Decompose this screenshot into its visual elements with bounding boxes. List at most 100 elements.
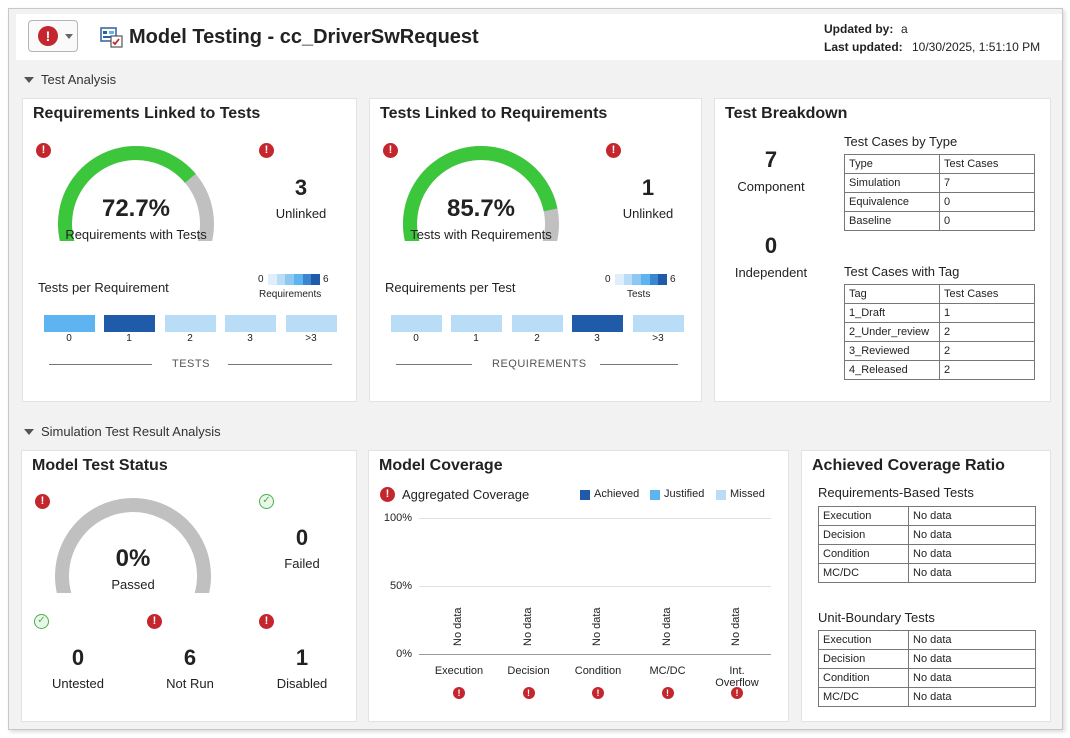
unlinked-count[interactable]: 3 — [294, 175, 308, 200]
table-row[interactable]: 1_Draft 1 — [844, 303, 1035, 323]
gauge-percent: 72.7% — [101, 195, 171, 222]
last-updated-label: Last updated: — [824, 40, 903, 54]
achieved-coverage-ratio-card: Achieved Coverage Ratio Requirements-Bas… — [801, 450, 1051, 722]
table-row[interactable]: 4_Released 2 — [844, 360, 1035, 380]
table-row[interactable]: 2_Under_review 2 — [844, 322, 1035, 342]
legend-swatch-justified — [650, 490, 660, 500]
table-row[interactable]: Equivalence 0 — [844, 192, 1035, 212]
error-icon[interactable]: ! — [259, 614, 274, 629]
table-cell: No data — [908, 649, 1036, 669]
card-title: Test Breakdown — [725, 105, 848, 122]
distribution-bar[interactable] — [225, 315, 276, 332]
x-category-label: Int. Overflow — [715, 665, 759, 689]
failed-label: Failed — [284, 556, 320, 571]
no-data-label: No data — [660, 607, 673, 646]
error-icon[interactable]: ! — [147, 614, 162, 629]
check-icon: ✓ — [259, 494, 274, 509]
bin-tick: 1 — [473, 333, 479, 344]
distribution-bar[interactable] — [451, 315, 502, 332]
table-row[interactable]: Condition No data — [818, 668, 1036, 688]
bin-tick: 3 — [594, 333, 600, 344]
distribution-bar[interactable] — [572, 315, 623, 332]
alerts-dropdown-button[interactable]: ! — [28, 20, 78, 52]
distribution-bar[interactable] — [391, 315, 442, 332]
tests-linked-card: Tests Linked to Requirements ! 85.7% Tes… — [369, 98, 702, 402]
section-title: Test Analysis — [41, 72, 117, 87]
gauge-track — [55, 498, 211, 593]
gauge-label: Passed — [111, 577, 155, 592]
collapse-triangle-icon — [24, 428, 34, 435]
distribution-bar[interactable] — [286, 315, 337, 332]
unlinked-label: Unlinked — [275, 206, 327, 221]
table-cell: MC/DC — [818, 563, 909, 583]
unit-boundary-title: Unit-Boundary Tests — [818, 610, 935, 625]
table-cell: Baseline — [844, 211, 940, 231]
table-row[interactable]: MC/DC No data — [818, 687, 1036, 707]
table-cell: Decision — [818, 649, 909, 669]
table-row[interactable]: Decision No data — [818, 525, 1036, 545]
section-toggle-test-analysis[interactable]: Test Analysis — [24, 72, 116, 87]
table-row[interactable]: Execution No data — [818, 630, 1036, 650]
error-icon[interactable]: ! — [731, 687, 743, 699]
component-label: Component — [737, 179, 805, 194]
error-icon[interactable]: ! — [383, 143, 398, 158]
gauge-fill — [58, 146, 196, 241]
table-row[interactable]: Condition No data — [818, 544, 1036, 564]
component-count[interactable]: 7 — [764, 147, 778, 172]
table-row[interactable]: MC/DC No data — [818, 563, 1036, 583]
no-data-label: No data — [730, 607, 742, 646]
error-icon[interactable]: ! — [380, 487, 395, 502]
requirements-gauge — [58, 146, 214, 241]
error-icon[interactable]: ! — [592, 687, 604, 699]
table-header-cell: Type — [844, 154, 940, 174]
table-row[interactable]: Decision No data — [818, 649, 1036, 669]
error-icon[interactable]: ! — [453, 687, 465, 699]
distribution-bar[interactable] — [633, 315, 684, 332]
error-icon[interactable]: ! — [661, 687, 674, 699]
table-row[interactable]: Execution No data — [818, 506, 1036, 526]
distribution-bar[interactable] — [44, 315, 95, 332]
chevron-down-icon — [65, 34, 73, 39]
failed-count[interactable]: 0 — [295, 525, 309, 550]
error-icon[interactable]: ! — [36, 143, 51, 158]
table-cell: 4_Released — [844, 360, 940, 380]
requirements-based-table: Execution No data Decision No data Conditi… — [818, 506, 1036, 583]
error-icon[interactable]: ! — [35, 494, 50, 509]
legend-swatch-achieved — [580, 490, 590, 500]
y-tick-label: 0% — [396, 648, 412, 660]
no-data-label: No data — [591, 607, 603, 646]
table-header-cell: Test Cases — [939, 284, 1035, 304]
table-cell: 2_Under_review — [844, 322, 940, 342]
requirements-based-title: Requirements-Based Tests — [818, 485, 974, 500]
error-icon[interactable]: ! — [522, 687, 535, 699]
table-row[interactable]: 3_Reviewed 2 — [844, 341, 1035, 361]
status-gauge — [55, 498, 211, 593]
requirements-linked-card: Requirements Linked to Tests ! 72.7% Req… — [22, 98, 357, 402]
table-row[interactable]: Baseline 0 — [844, 211, 1035, 231]
disabled-count[interactable]: 1 — [295, 645, 309, 670]
table-row[interactable]: Simulation 7 — [844, 173, 1035, 193]
unlinked-count[interactable]: 1 — [641, 175, 655, 200]
notrun-count[interactable]: 6 — [183, 645, 197, 670]
gauge-percent: 85.7% — [446, 195, 516, 222]
error-icon[interactable]: ! — [606, 143, 621, 158]
table-cell: 2 — [939, 322, 1035, 342]
distribution-bar[interactable] — [165, 315, 216, 332]
table-cell: No data — [908, 630, 1036, 650]
untested-count[interactable]: 0 — [71, 645, 85, 670]
distribution-bar[interactable] — [512, 315, 563, 332]
bin-tick: 2 — [534, 333, 540, 344]
section-toggle-simulation-analysis[interactable]: Simulation Test Result Analysis — [24, 424, 221, 439]
grid-line — [419, 586, 771, 587]
table-cell: 2 — [939, 341, 1035, 361]
error-icon[interactable]: ! — [259, 143, 274, 158]
gauge-label: Requirements with Tests — [65, 227, 207, 242]
grid-line — [419, 518, 771, 519]
scale-max: 6 — [670, 274, 676, 285]
table-cell: No data — [908, 563, 1036, 583]
distribution-bar[interactable] — [104, 315, 155, 332]
independent-count[interactable]: 0 — [764, 233, 778, 258]
unlinked-label: Unlinked — [622, 206, 674, 221]
axis-label: TESTS — [172, 358, 210, 370]
by-tag-title: Test Cases with Tag — [844, 264, 960, 279]
